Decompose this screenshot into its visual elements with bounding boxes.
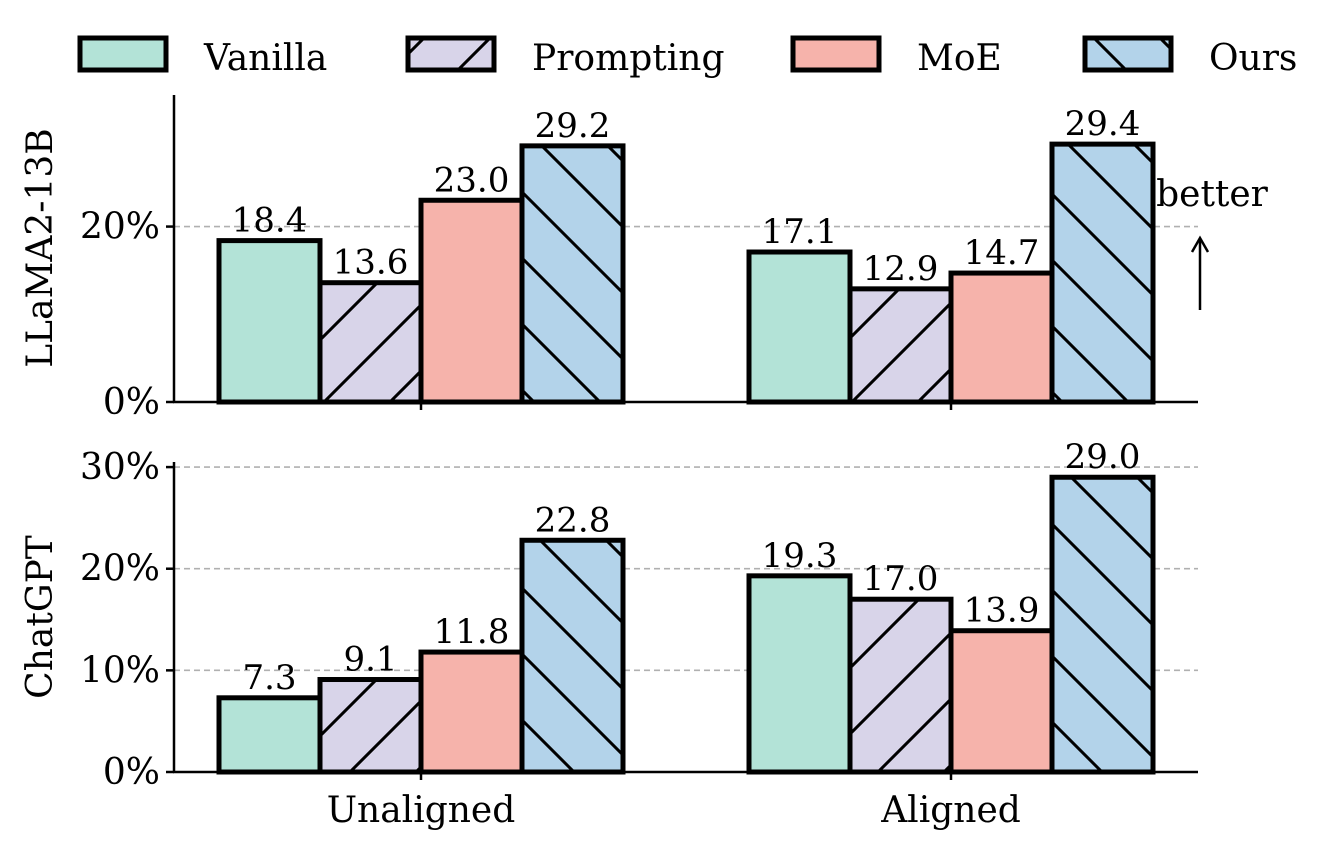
bar-hatch xyxy=(1052,144,1153,402)
y-tick-label: 20% xyxy=(80,549,160,590)
bar-value-label: 7.3 xyxy=(242,658,296,698)
bar-hatch xyxy=(522,540,623,772)
bar-fill xyxy=(951,273,1052,402)
bar-value-label: 29.0 xyxy=(1065,437,1141,477)
bar-hatch xyxy=(320,679,421,772)
bar-fill xyxy=(421,652,522,772)
y-tick-label: 0% xyxy=(103,382,160,423)
bar-ours-unaligned xyxy=(519,537,626,775)
legend-hatch-prompting xyxy=(408,38,494,70)
legend-hatch-ours xyxy=(1085,38,1171,70)
legend: Vanilla Prompting MoE Ours xyxy=(77,35,1297,79)
panel-llama2-13b: 18.4 17.1 13.6 12.9 23.0 14.7 29.2 29.4 0% 20% LLa… xyxy=(20,95,1198,423)
legend-swatch-border xyxy=(405,35,497,73)
better-label: better xyxy=(1156,174,1269,215)
bar-fill xyxy=(749,575,850,772)
bar-hatch xyxy=(1052,477,1153,772)
bar-value-label: 29.4 xyxy=(1065,104,1141,144)
panels: 18.4 17.1 13.6 12.9 23.0 14.7 29.2 29.4 0% 20% LLa… xyxy=(20,95,1198,831)
legend-label-ours: Ours xyxy=(1209,38,1297,79)
legend-label-prompting: Prompting xyxy=(532,38,725,79)
bar-vanilla-unaligned xyxy=(216,695,323,775)
bar-hatch xyxy=(850,288,951,402)
legend-item-prompting: Prompting xyxy=(405,35,725,79)
y-axis-title: ChatGPT xyxy=(20,535,61,699)
legend-label-moe: MoE xyxy=(917,38,1002,79)
arrow-head xyxy=(1190,235,1210,253)
legend-label-vanilla: Vanilla xyxy=(203,38,327,79)
bar-prompting-aligned xyxy=(847,596,954,775)
better-annotation: better xyxy=(1156,174,1269,310)
bar-value-label: 13.9 xyxy=(964,591,1040,631)
bar-hatch xyxy=(320,282,421,402)
bar-value-label: 14.7 xyxy=(964,233,1040,273)
bar-fill xyxy=(219,240,320,402)
bar-prompting-aligned xyxy=(847,286,954,405)
bar-prompting-unaligned xyxy=(317,677,424,775)
bar-ours-aligned xyxy=(1049,474,1156,775)
bar-fill xyxy=(421,200,522,402)
bar-value-label: 9.1 xyxy=(343,640,397,680)
bar-value-label: 23.0 xyxy=(434,160,510,200)
bar-vanilla-unaligned xyxy=(216,238,323,405)
y-tick-label: 30% xyxy=(80,447,160,488)
bar-vanilla-aligned xyxy=(746,249,853,405)
legend-swatch-border xyxy=(1082,35,1174,73)
legend-item-ours: Ours xyxy=(1082,35,1297,79)
y-tick-label: 0% xyxy=(103,752,160,793)
bar-value-label: 18.4 xyxy=(232,201,308,241)
bar-value-label: 12.9 xyxy=(863,249,939,289)
bar-value-label: 22.8 xyxy=(535,500,611,540)
bar-value-label: 11.8 xyxy=(434,612,510,652)
bar-prompting-unaligned xyxy=(317,280,424,405)
bar-ours-aligned xyxy=(1049,141,1156,405)
bar-value-label: 29.2 xyxy=(535,106,611,146)
bar-fill xyxy=(951,630,1052,772)
panel-chatgpt: 7.3 19.3 9.1 17.0 11.8 13.9 22.8 29.0 0% 10% 20% 30… xyxy=(20,437,1198,831)
legend-swatch-border xyxy=(77,35,169,73)
bar-moe-unaligned xyxy=(418,649,525,775)
bar-fill xyxy=(219,697,320,772)
bar-value-label: 17.1 xyxy=(762,212,838,252)
bar-ours-unaligned xyxy=(519,143,626,405)
x-tick-label-unaligned: Unaligned xyxy=(327,790,516,831)
legend-swatch-border xyxy=(790,35,882,73)
bar-value-label: 19.3 xyxy=(762,536,838,576)
y-axis-title: LLaMA2-13B xyxy=(20,128,61,367)
bar-value-label: 17.0 xyxy=(863,559,939,599)
bar-moe-aligned xyxy=(948,270,1055,405)
bar-moe-aligned xyxy=(948,628,1055,775)
legend-item-moe: MoE xyxy=(790,35,1002,79)
bar-moe-unaligned xyxy=(418,197,525,405)
bar-fill xyxy=(749,252,850,402)
legend-item-vanilla: Vanilla xyxy=(77,35,327,79)
x-tick-label-aligned: Aligned xyxy=(880,790,1021,831)
y-tick-label: 10% xyxy=(80,650,160,691)
y-tick-label: 20% xyxy=(80,207,160,248)
legend-swatch-vanilla xyxy=(80,38,166,70)
bar-hatch xyxy=(522,145,623,403)
legend-swatch-moe xyxy=(793,38,879,70)
bar-vanilla-aligned xyxy=(746,573,853,775)
bar-hatch xyxy=(850,599,951,772)
bar-value-label: 13.6 xyxy=(333,243,409,283)
